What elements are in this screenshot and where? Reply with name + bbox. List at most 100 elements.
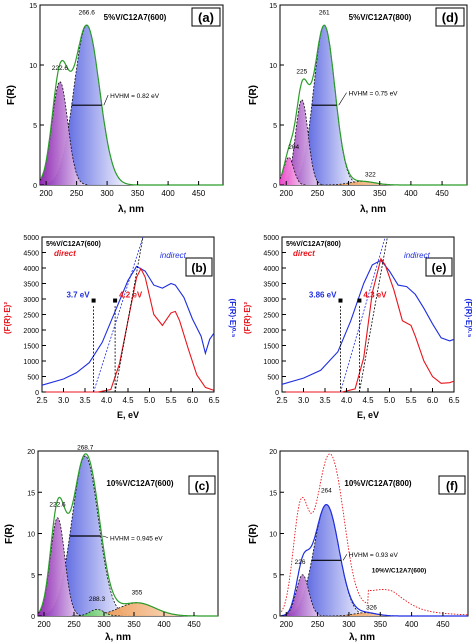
- x-tick-label: 350: [131, 189, 145, 198]
- x-tick-label: 5.5: [165, 396, 177, 405]
- y-tick-label: 5: [33, 123, 37, 130]
- x-tick-label: 3.0: [298, 396, 310, 405]
- x-tick-label: 3.5: [79, 396, 91, 405]
- x-tick-label: 250: [67, 620, 81, 629]
- x-tick-label: 300: [342, 620, 356, 629]
- x-axis-label: E, eV: [117, 410, 139, 420]
- y-tick-label: 0: [273, 183, 277, 190]
- legend-indirect: indirect: [404, 251, 431, 260]
- y-tick-label: 500: [27, 375, 39, 382]
- panel-label-box: (f): [438, 475, 466, 495]
- envelope-curve: [40, 24, 223, 186]
- panel-a: HVHM = 0.82 eV 266.6 222.6 200 250 300 350 400 4…: [6, 3, 224, 215]
- x-tick-label: 5.5: [405, 396, 417, 405]
- y-tick-label: 15: [269, 3, 277, 10]
- direct-fit-line: [114, 236, 144, 393]
- component-area: [38, 517, 83, 616]
- y-tick-label: 15: [27, 490, 35, 497]
- indirect-curve: [281, 259, 455, 385]
- legend-direct: direct: [293, 249, 315, 258]
- direct-fit-line: [359, 236, 388, 393]
- panel-label: (b): [191, 261, 206, 275]
- x-tick-label: 4.0: [341, 396, 353, 405]
- x-tick-label: 250: [70, 189, 84, 198]
- annotation-leader: [102, 535, 109, 538]
- legend-direct: direct: [54, 249, 76, 258]
- component-area: [325, 612, 405, 616]
- edge-marker: [338, 298, 343, 303]
- x-tick-label: 250: [311, 189, 325, 198]
- y-tick-label: 1000: [263, 359, 279, 366]
- y-axis-label: F(R): [248, 85, 259, 105]
- panel-title: 10%V/C12A7(600): [106, 479, 173, 488]
- x-tick-label: 6.0: [187, 396, 199, 405]
- y-tick-label: 4000: [23, 266, 39, 273]
- panel-title: 5%V/C12A7(800): [286, 241, 341, 248]
- peak-label: 222.6: [49, 501, 66, 508]
- y-axis-label: F(R): [4, 524, 15, 544]
- peak-label: 264: [321, 487, 332, 494]
- panel-label-box: (e): [425, 257, 453, 277]
- y-tick-label: 5: [273, 123, 277, 130]
- x-tick-label: 5.0: [384, 396, 396, 405]
- y-tick-label: 10: [269, 532, 277, 539]
- y-tick-label: 500: [267, 375, 279, 382]
- y-axis-label: (F(R)·E)²: [243, 302, 252, 334]
- x-axis-label: λ, nm: [349, 632, 375, 643]
- reference-curve: [280, 453, 468, 616]
- peak-label: 266.6: [79, 10, 96, 17]
- y-tick-label: 0: [35, 390, 39, 397]
- panel-label: (c): [195, 479, 210, 493]
- x-tick-label: 6.5: [208, 396, 220, 405]
- y-tick-label: 5: [31, 573, 35, 580]
- x-tick-label: 400: [157, 620, 171, 629]
- y-tick-label: 1500: [23, 344, 39, 351]
- x-axis-label: E, eV: [357, 410, 379, 420]
- panel-label-box: (c): [188, 475, 216, 495]
- x-tick-label: 5.0: [144, 396, 156, 405]
- component-area: [280, 99, 324, 185]
- edge-label: 3.7 eV: [66, 291, 90, 300]
- x-tick-label: 6.5: [448, 396, 460, 405]
- y-tick-label: 3500: [263, 282, 279, 289]
- component-curve: [279, 156, 307, 186]
- x-tick-label: 3.5: [319, 396, 331, 405]
- x-tick-label: 2.5: [36, 396, 48, 405]
- x-tick-label: 200: [280, 620, 294, 629]
- component-area: [71, 609, 123, 616]
- annotation-leader: [103, 94, 109, 106]
- component-area: [318, 181, 406, 185]
- x-tick-label: 4.5: [362, 396, 374, 405]
- y-tick-label: 3000: [263, 297, 279, 304]
- panel-title: 10%V/C12A7(800): [344, 479, 411, 488]
- y-tick-label: 0: [275, 390, 279, 397]
- panel-label-box: (d): [435, 7, 465, 27]
- edge-marker: [357, 298, 362, 303]
- y-tick-label: 20: [27, 449, 35, 456]
- y-tick-label: 2500: [23, 313, 39, 320]
- x-tick-label: 200: [280, 189, 294, 198]
- component-area: [280, 574, 325, 616]
- y-tick-label: 10: [269, 63, 277, 70]
- x-axis-label: λ, nm: [118, 204, 144, 215]
- annotation-leader: [342, 553, 348, 561]
- indirect-fit-line: [340, 236, 386, 393]
- x-tick-label: 4.5: [122, 396, 134, 405]
- y-tick-label: 1000: [23, 359, 39, 366]
- x-tick-label: 350: [374, 620, 388, 629]
- y-axis-label: F(R): [6, 85, 17, 105]
- y-tick-label: 10: [29, 63, 37, 70]
- panel-title: 5%V/C12A7(600): [104, 13, 167, 22]
- direct-curve: [282, 257, 455, 393]
- peak-label: 288.3: [89, 596, 106, 603]
- y-tick-label: 5000: [23, 235, 39, 242]
- annotation-leader: [338, 92, 347, 106]
- x-tick-label: 400: [161, 189, 175, 198]
- peak-label: 226: [295, 559, 306, 566]
- x-tick-label: 300: [342, 189, 356, 198]
- hvhm-annotation: HVHM = 0.945 eV: [110, 536, 163, 543]
- y-tick-label: 0: [273, 614, 277, 621]
- y-tick-label: 3500: [23, 282, 39, 289]
- x-tick-label: 400: [404, 189, 418, 198]
